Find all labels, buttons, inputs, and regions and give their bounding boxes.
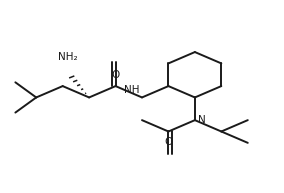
Text: N: N — [198, 115, 206, 125]
Text: O: O — [111, 70, 120, 80]
Text: O: O — [164, 137, 173, 147]
Text: NH₂: NH₂ — [59, 52, 78, 63]
Text: NH: NH — [124, 85, 140, 95]
